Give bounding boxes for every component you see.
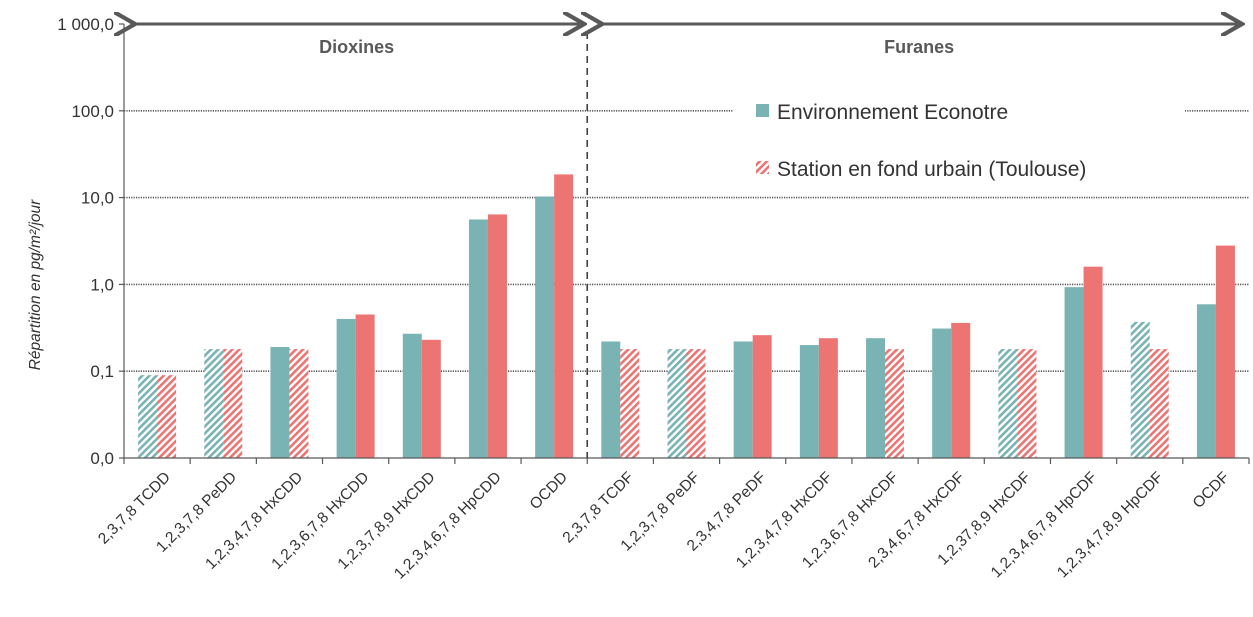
bar-environnement-econotre-1-2-3-4-7-8-9-hpcdf — [1130, 321, 1150, 458]
legend-label-station-fond-urbain: Station en fond urbain (Toulouse) — [777, 158, 1086, 181]
bar-station-en-fond-urbain-toulouse-1-2-3-4-7-8-hxcdd — [289, 349, 309, 458]
y-tick-label: 10,0 — [81, 189, 114, 208]
bar-environnement-econotre-1-2-3-7-8-9-hxcdd — [402, 333, 422, 458]
bars — [138, 174, 1235, 459]
bar-station-en-fond-urbain-toulouse-1-2-3-4-7-8-hxcdf — [818, 338, 838, 458]
bar-environnement-econotre-1-2-3-4-7-8-hxcdf — [799, 345, 819, 458]
bar-station-en-fond-urbain-toulouse-1-2-37-8-9-hxcdf — [1017, 349, 1037, 458]
y-tick-label: 100,0 — [71, 102, 114, 121]
bar-station-en-fond-urbain-toulouse-2-3-4-6-7-8-hxcdf — [951, 322, 971, 458]
bar-station-en-fond-urbain-toulouse-1-2-3-7-8-pedf — [686, 349, 706, 458]
bar-environnement-econotre-1-2-3-7-8-pedd — [204, 349, 224, 458]
legend-label-environnement-econotre: Environnement Econotre — [777, 101, 1008, 124]
bar-environnement-econotre-1-2-3-4-6-7-8-hpcdd — [468, 219, 488, 458]
legend: Environnement Econotre Station en fond u… — [733, 82, 1185, 194]
group-label-furanes: Furanes — [884, 37, 954, 57]
bar-station-en-fond-urbain-toulouse-1-2-3-6-7-8-hxcdf — [885, 349, 905, 458]
x-tick-label: 1,2,3,4,6,7,8 HpCDD — [391, 469, 505, 583]
bar-station-en-fond-urbain-toulouse-2-3-7-8-tcdd — [157, 375, 177, 458]
group-label-dioxines: Dioxines — [319, 37, 394, 57]
y-tick-labels: 1 000,0 100,0 10,0 1,0 0,1 0,0 — [57, 15, 114, 468]
y-tick-label: 1,0 — [90, 275, 114, 294]
bar-environnement-econotre-ocdd — [535, 196, 555, 459]
x-tick-label: OCDF — [1190, 469, 1233, 512]
y-tick-label: 0,1 — [90, 362, 114, 381]
legend-swatch-station-fond-urbain — [756, 161, 769, 174]
bar-environnement-econotre-2-3-4-6-7-8-hxcdf — [932, 328, 952, 458]
bar-environnement-econotre-1-2-3-6-7-8-hxcdd — [336, 318, 356, 458]
bar-environnement-econotre-1-2-3-7-8-pedf — [667, 349, 687, 458]
bar-environnement-econotre-1-2-3-6-7-8-hxcdf — [866, 338, 886, 458]
x-tick-label: OCDD — [527, 469, 571, 513]
bar-environnement-econotre-2-3-4-7-8-pedf — [733, 341, 753, 458]
y-tick-label: 0,0 — [90, 449, 114, 468]
legend-swatch-environnement-econotre — [756, 104, 769, 117]
bar-station-en-fond-urbain-toulouse-1-2-3-4-7-8-9-hpcdf — [1149, 349, 1169, 458]
bar-station-en-fond-urbain-toulouse-1-2-3-4-6-7-8-hpcdf — [1083, 266, 1103, 458]
bar-station-en-fond-urbain-toulouse-2-3-7-8-tcdf — [620, 349, 640, 458]
bar-station-en-fond-urbain-toulouse-ocdf — [1215, 245, 1235, 458]
bar-station-en-fond-urbain-toulouse-1-2-3-4-6-7-8-hpcdd — [487, 214, 507, 458]
bar-station-en-fond-urbain-toulouse-1-2-3-7-8-9-hxcdd — [421, 339, 441, 458]
bar-station-en-fond-urbain-toulouse-ocdd — [554, 174, 574, 459]
y-axis-title: Répartition en pg/m²/jour — [27, 199, 44, 370]
bar-environnement-econotre-ocdf — [1196, 304, 1216, 458]
bar-station-en-fond-urbain-toulouse-1-2-3-7-8-pedd — [223, 349, 243, 458]
bar-environnement-econotre-2-3-7-8-tcdf — [601, 341, 621, 458]
bar-environnement-econotre-1-2-3-4-6-7-8-hpcdf — [1064, 287, 1084, 458]
group-annotations: Dioxines Furanes — [132, 24, 1239, 458]
bar-environnement-econotre-1-2-37-8-9-hxcdf — [998, 349, 1018, 458]
bar-station-en-fond-urbain-toulouse-1-2-3-6-7-8-hxcdd — [355, 314, 375, 458]
bar-station-en-fond-urbain-toulouse-2-3-4-7-8-pedf — [752, 335, 772, 458]
bar-environnement-econotre-2-3-7-8-tcdd — [138, 375, 158, 458]
y-tick-label: 1 000,0 — [57, 15, 114, 34]
bar-environnement-econotre-1-2-3-4-7-8-hxcdd — [270, 347, 290, 458]
